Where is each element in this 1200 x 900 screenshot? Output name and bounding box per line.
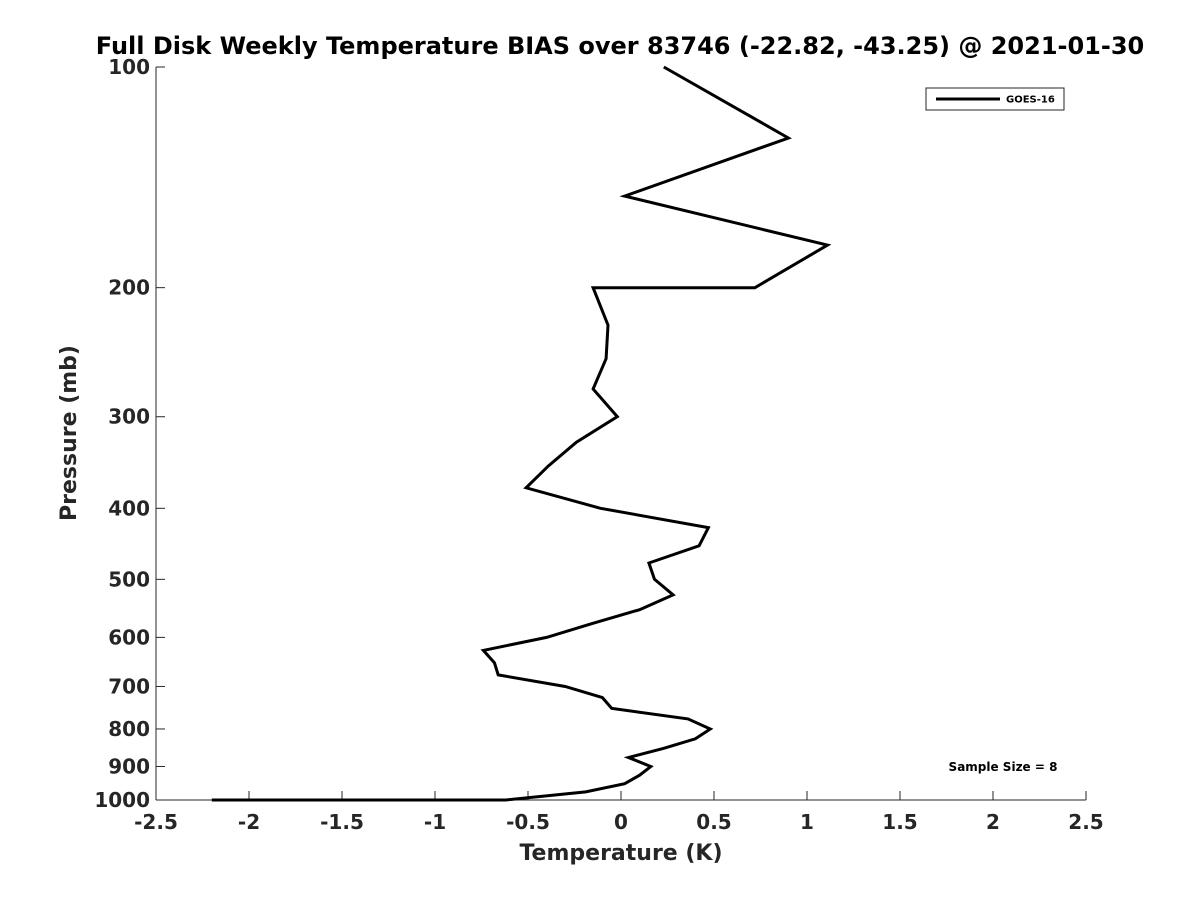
legend-label-goes-16: GOES-16: [1006, 95, 1055, 106]
legend: GOES-16: [925, 87, 1065, 111]
x-tick-label: -2.5: [134, 810, 178, 834]
sample-size-annotation: Sample Size = 8: [949, 760, 1058, 774]
y-axis-label: Pressure (mb): [57, 345, 82, 521]
series-layer: [211, 65, 832, 802]
y-tick-label: 100: [108, 55, 150, 79]
plot-frame: [156, 67, 1086, 800]
x-ticks: -2.5 -2 -1.5 -1 -0.5 0 0.5 1 1.5 2 2.5: [134, 791, 1104, 834]
y-tick-label: 200: [108, 276, 150, 300]
x-tick-label: -1: [424, 810, 446, 834]
y-tick-label: 500: [108, 567, 150, 591]
x-tick-label: 0: [614, 810, 628, 834]
x-tick-label: -1.5: [320, 810, 364, 834]
y-tick-label: 900: [108, 754, 150, 778]
y-tick-label: 800: [108, 717, 150, 741]
x-tick-label: 2: [986, 810, 1000, 834]
x-axis-label: Temperature (K): [519, 841, 722, 866]
chart-title: Full Disk Weekly Temperature BIAS over 8…: [96, 32, 1144, 60]
y-tick-label: 1000: [94, 788, 150, 812]
y-tick-label: 400: [108, 496, 150, 520]
x-tick-label: -0.5: [506, 810, 550, 834]
y-tick-label: 700: [108, 674, 150, 698]
x-tick-label: 1: [800, 810, 814, 834]
x-tick-label: -2: [238, 810, 260, 834]
x-tick-label: 2.5: [1068, 810, 1103, 834]
series-line-goes-16: [211, 65, 832, 802]
y-tick-label: 300: [108, 405, 150, 429]
x-tick-label: 0.5: [696, 810, 731, 834]
x-tick-label: 1.5: [882, 810, 917, 834]
y-tick-label: 600: [108, 625, 150, 649]
y-ticks: 100 200 300 400 500 600 700 800 900 1000: [94, 55, 165, 812]
